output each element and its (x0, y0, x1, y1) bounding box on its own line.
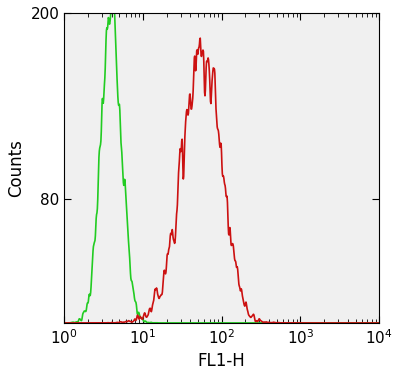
X-axis label: FL1-H: FL1-H (198, 352, 246, 370)
Y-axis label: Counts: Counts (7, 139, 25, 197)
